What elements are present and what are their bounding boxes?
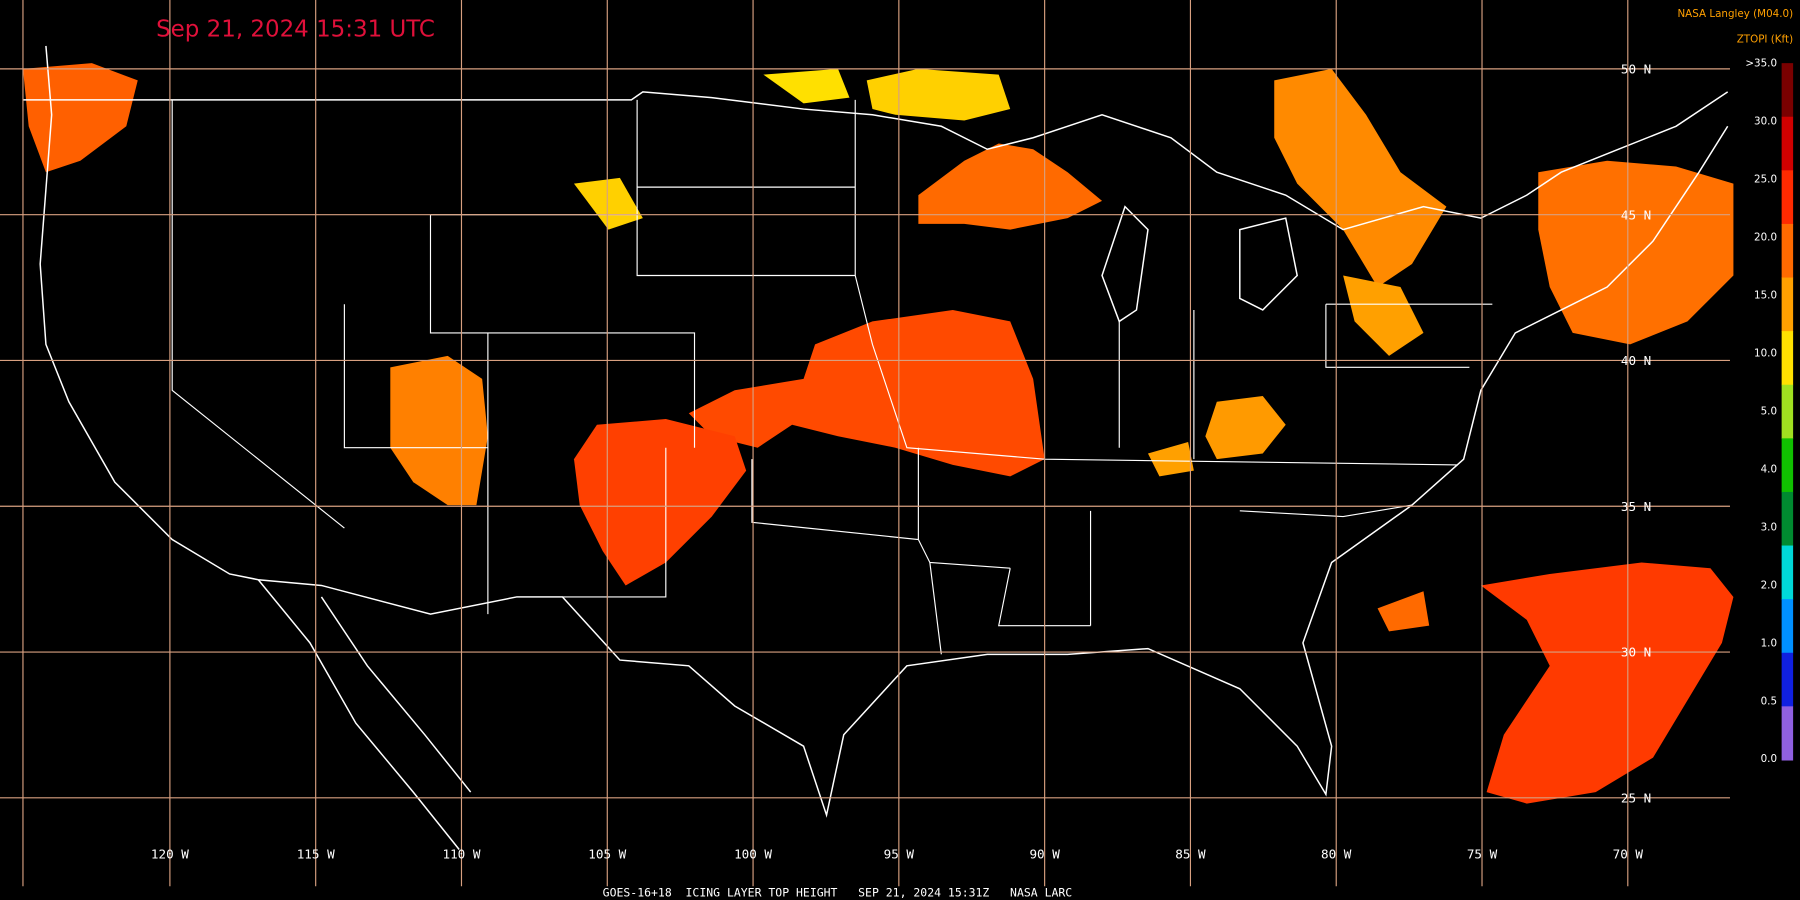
legend-swatch: [1781, 652, 1794, 707]
legend-swatch: [1781, 599, 1794, 654]
latitude-label: 30 N: [1621, 645, 1651, 660]
legend-swatch: [1781, 223, 1794, 279]
legend-label: 4.0: [1761, 463, 1777, 475]
cloud-layer: [22, 63, 1734, 804]
legend-swatch: [1781, 277, 1794, 332]
longitude-label: 115 W: [297, 847, 335, 862]
state-lines: [171, 99, 1493, 655]
timestamp-title: Sep 21, 2024 15:31 UTC: [156, 17, 435, 43]
legend-label: 0.5: [1761, 695, 1777, 707]
legend-label: 3.0: [1761, 521, 1777, 533]
legend-label: 0.0: [1761, 753, 1777, 765]
legend-swatch: [1781, 116, 1794, 171]
latitude-label: 45 N: [1621, 207, 1651, 222]
legend-swatch: [1781, 384, 1794, 439]
legend-swatch: [1781, 438, 1794, 493]
longitude-label: 90 W: [1029, 847, 1060, 862]
longitude-label: 80 W: [1321, 847, 1352, 862]
latitude-label: 50 N: [1621, 61, 1651, 76]
longitude-label: 95 W: [884, 847, 915, 862]
legend-swatch: [1781, 491, 1794, 547]
longitude-label: 100 W: [734, 847, 772, 862]
longitude-label: 105 W: [588, 847, 626, 862]
longitude-label: 85 W: [1175, 847, 1206, 862]
footer-caption: GOES-16+18 ICING LAYER TOP HEIGHT SEP 21…: [603, 886, 1073, 900]
source-label: NASA Langley (M04.0): [1677, 8, 1793, 20]
latitude-label: 25 N: [1621, 790, 1651, 805]
legend-label: 10.0: [1754, 347, 1777, 359]
legend-label: 30.0: [1754, 116, 1777, 128]
legend-label: >35.0: [1745, 58, 1777, 70]
longitude-label: 110 W: [442, 847, 480, 862]
legend-swatch: [1781, 706, 1794, 761]
legend-label: 15.0: [1754, 289, 1777, 301]
latitude-label: 40 N: [1621, 353, 1651, 368]
lat-lon-grid: 50 N 45 N 40 N 35 N 30 N 25 N 120 W 115 W 110 W 1…: [0, 0, 1730, 887]
color-legend: >35.0 30.0 25.0 20.0 15.0 10.0 5.0 4.0 3.0 2.0 1.0…: [1745, 58, 1794, 765]
legend-swatch: [1781, 331, 1794, 386]
longitude-label: 120 W: [151, 847, 189, 862]
legend-label: 1.0: [1761, 637, 1777, 649]
legend-label: 20.0: [1754, 231, 1777, 243]
longitude-label: 70 W: [1613, 847, 1644, 862]
coastlines-borders: [22, 45, 1729, 850]
latitude-label: 35 N: [1621, 499, 1651, 514]
product-label: ZTOPI (Kft): [1737, 33, 1793, 45]
legend-swatch: [1781, 545, 1794, 600]
longitude-label: 75 W: [1467, 847, 1498, 862]
legend-swatch: [1781, 63, 1794, 118]
legend-swatch: [1781, 170, 1794, 225]
legend-label: 2.0: [1761, 579, 1777, 591]
legend-label: 25.0: [1754, 174, 1777, 186]
legend-label: 5.0: [1761, 405, 1777, 417]
